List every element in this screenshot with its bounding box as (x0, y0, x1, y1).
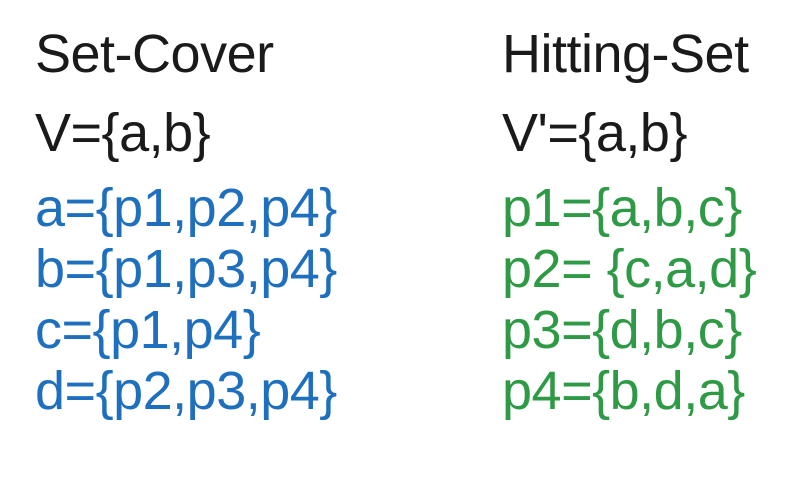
hitting-set-universe: V'={a,b} (502, 103, 688, 163)
set-cover-set-c: c={p1,p4} (35, 300, 261, 360)
set-cover-set-b: b={p1,p3,p4} (35, 239, 337, 299)
set-cover-set-a: a={p1,p2,p4} (35, 178, 337, 238)
hitting-set-title: Hitting-Set (502, 24, 749, 84)
hitting-set-set-p4: p4={b,d,a} (502, 361, 745, 421)
hitting-set-column: Hitting-Set V'={a,b} p1={a,b,c} p2= {c,a… (502, 24, 757, 422)
set-cover-column: Set-Cover V={a,b} a={p1,p2,p4} b={p1,p3,… (35, 24, 337, 422)
hitting-set-set-p2: p2= {c,a,d} (502, 239, 757, 299)
set-cover-universe: V={a,b} (35, 103, 211, 163)
set-cover-title: Set-Cover (35, 24, 274, 84)
set-cover-set-d: d={p2,p3,p4} (35, 361, 337, 421)
hitting-set-set-p3: p3={d,b,c} (502, 300, 742, 360)
hitting-set-set-p1: p1={a,b,c} (502, 178, 742, 238)
